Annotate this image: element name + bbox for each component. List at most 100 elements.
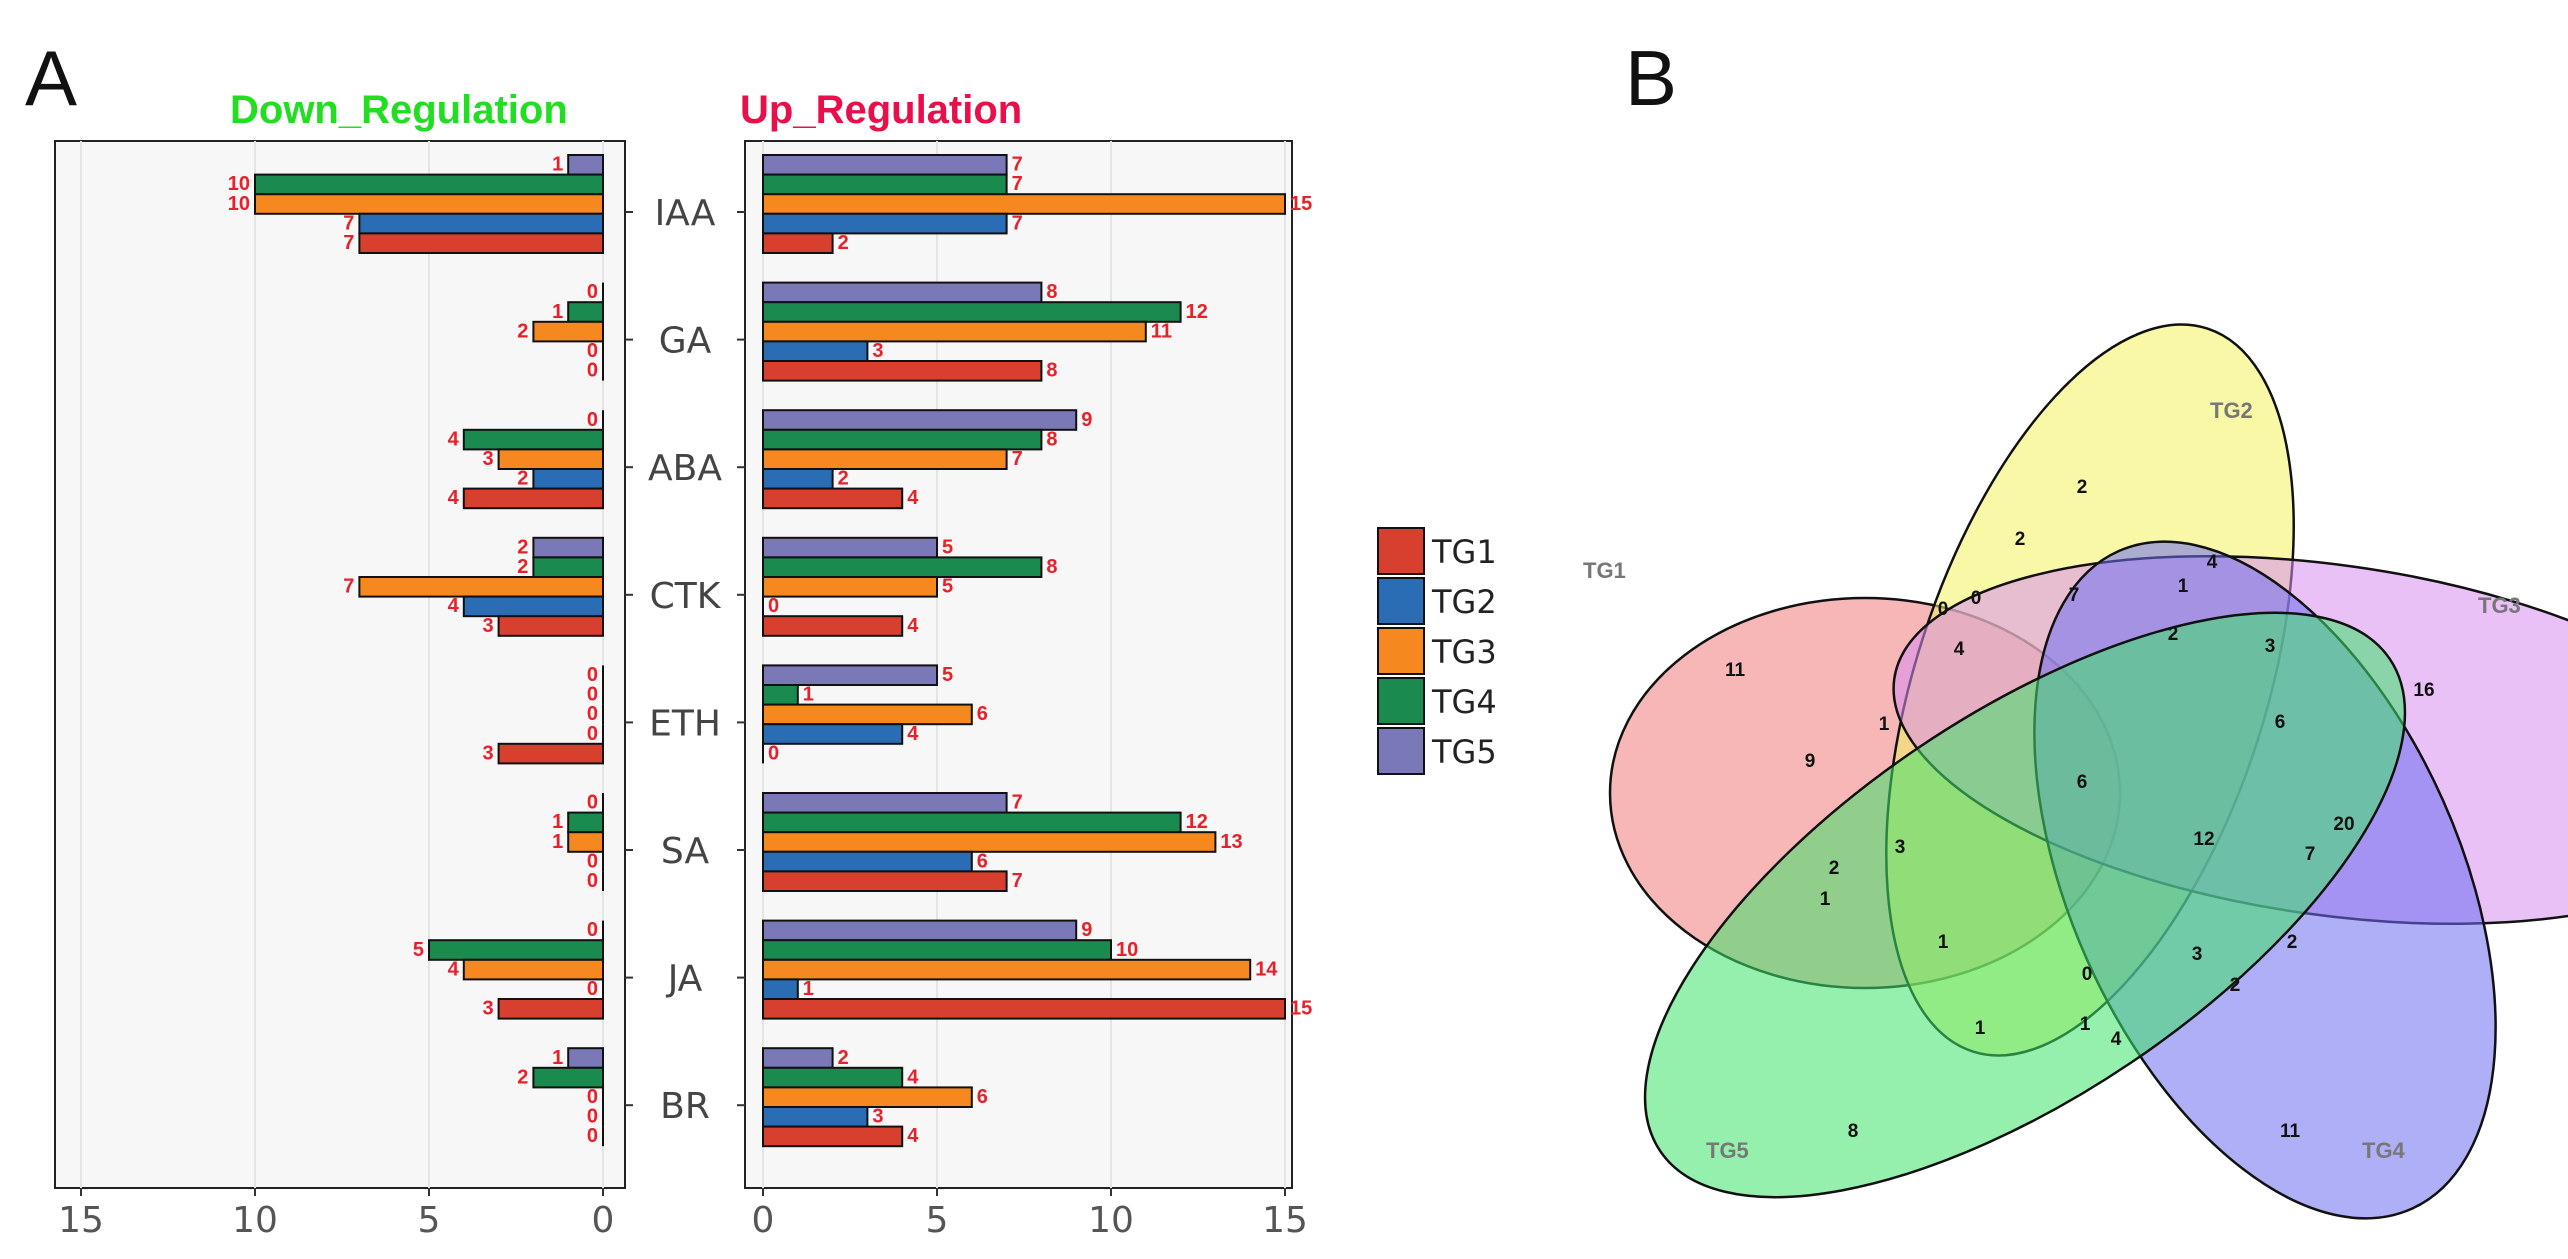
up-value-label: 4 xyxy=(907,487,919,509)
up-value-label: 13 xyxy=(1220,831,1242,853)
venn-count: 9 xyxy=(1805,751,1816,772)
down-value-label: 7 xyxy=(343,212,354,234)
venn-count: 2 xyxy=(2287,932,2298,953)
up-bar-tg5 xyxy=(762,919,1078,942)
down-value-label: 3 xyxy=(482,615,493,637)
up-bar-tg2 xyxy=(762,978,799,1001)
venn-set-tg5 xyxy=(1643,611,2407,1199)
down-value-label: 0 xyxy=(587,360,598,382)
up-bar-tg4 xyxy=(762,939,1112,961)
down-bar-tg3 xyxy=(567,831,605,853)
legend-label-tg4: TG4 xyxy=(1431,683,1497,721)
up-value-label: 6 xyxy=(977,850,988,872)
up-bar-tg4 xyxy=(762,556,1043,579)
down-value-label: 5 xyxy=(413,939,424,961)
up-bar-tg5 xyxy=(762,536,938,559)
venn-count: 1 xyxy=(1975,1018,1986,1039)
up-bar-tg4 xyxy=(762,428,1043,451)
down-bar-tg1 xyxy=(497,998,605,1020)
up-bar-tg3 xyxy=(762,320,1147,343)
venn-count: 2 xyxy=(2077,477,2088,498)
up-value-label: 0 xyxy=(768,595,779,617)
up-value-label: 8 xyxy=(1046,360,1057,382)
venn-count: 3 xyxy=(1895,837,1906,858)
venn-count: 7 xyxy=(2305,844,2316,865)
up-bar-tg1 xyxy=(762,360,1043,382)
venn-label-tg2: TG2 xyxy=(2210,398,2253,423)
legend-key-tg3 xyxy=(1377,627,1425,675)
up-bar-tg5 xyxy=(762,1047,834,1069)
down-value-label: 10 xyxy=(228,173,250,195)
down-value-label: 1 xyxy=(552,1047,563,1069)
up-bar-tg5 xyxy=(762,154,1008,176)
venn-count: 11 xyxy=(2280,1121,2301,1142)
venn-count: 2 xyxy=(2015,529,2026,550)
panel-label-a: A xyxy=(25,34,77,122)
up-value-label: 6 xyxy=(977,1086,988,1108)
venn-count: 3 xyxy=(2192,944,2203,965)
up-bar-tg5 xyxy=(762,281,1043,304)
up-value-label: 7 xyxy=(1012,173,1023,195)
up-value-label: 9 xyxy=(1081,409,1092,431)
up-bar-tg3 xyxy=(762,1086,973,1109)
up-bar-tg5 xyxy=(762,409,1078,431)
down-bar-tg1 xyxy=(358,232,604,254)
down-bar-tg3 xyxy=(254,193,604,215)
up-value-label: 1 xyxy=(803,978,814,1000)
down-bar-tg3 xyxy=(462,958,604,981)
up-value-label: 9 xyxy=(1081,919,1092,941)
up-bar-tg4 xyxy=(762,1066,904,1089)
category-label: BR xyxy=(660,1086,710,1127)
up-value-label: 7 xyxy=(1012,792,1023,814)
down-bar-tg4 xyxy=(462,428,604,451)
down-bar-tg1 xyxy=(462,487,604,510)
up-value-label: 7 xyxy=(1012,448,1023,470)
venn-count: 4 xyxy=(2207,552,2218,573)
venn-count: 3 xyxy=(2265,636,2276,657)
legend-key-tg1 xyxy=(1377,527,1425,575)
venn-count: 4 xyxy=(2111,1029,2122,1050)
down-regulation-plot: 1101077012000432422743000030110005403120… xyxy=(54,140,626,1241)
up-bar-tg1 xyxy=(762,870,1008,893)
up-bar-tg3 xyxy=(762,576,938,598)
down-bar-tg3 xyxy=(497,448,605,470)
up-bar-tg5 xyxy=(762,792,1008,814)
venn-count: 7 xyxy=(2069,585,2080,606)
venn-count: 11 xyxy=(1725,660,1746,681)
up-bar-tg1 xyxy=(762,998,1286,1020)
up-x-axis: 0 5 10 15 xyxy=(752,1188,1308,1241)
up-bars: 7715728121138987245850451640712136791014… xyxy=(762,154,1312,1148)
venn-count: 2 xyxy=(1829,858,1840,879)
up-bar-tg3 xyxy=(762,958,1252,981)
down-value-label: 0 xyxy=(587,703,598,725)
up-bar-tg2 xyxy=(762,850,973,873)
down-value-label: 7 xyxy=(343,232,354,254)
up-bar-tg2 xyxy=(762,340,869,362)
up-value-label: 4 xyxy=(907,1066,919,1088)
venn-label-tg1: TG1 xyxy=(1583,558,1626,583)
up-bar-tg1 xyxy=(762,232,834,254)
venn-count: 8 xyxy=(1848,1121,1859,1142)
up-value-label: 15 xyxy=(1290,193,1312,215)
down-value-label: 2 xyxy=(517,556,528,578)
down-bar-tg5 xyxy=(532,536,605,559)
down-value-label: 4 xyxy=(448,595,460,617)
venn-label-tg3: TG3 xyxy=(2478,593,2521,618)
up-value-label: 5 xyxy=(942,536,953,558)
up-bar-tg3 xyxy=(762,703,973,726)
down-value-label: 10 xyxy=(228,193,250,215)
category-label: ETH xyxy=(649,703,721,744)
up-value-label: 14 xyxy=(1255,958,1278,980)
up-value-label: 12 xyxy=(1186,811,1208,833)
up-bar-tg1 xyxy=(762,615,904,637)
legend-key-tg5 xyxy=(1377,727,1425,775)
category-label: IAA xyxy=(655,193,716,234)
up-bar-tg4 xyxy=(762,301,1182,323)
down-value-label: 0 xyxy=(587,409,598,431)
down-bar-tg5 xyxy=(567,1047,605,1069)
down-value-label: 0 xyxy=(587,1125,598,1147)
venn-count: 1 xyxy=(1938,932,1949,953)
up-tick-label: 15 xyxy=(1262,1200,1308,1241)
